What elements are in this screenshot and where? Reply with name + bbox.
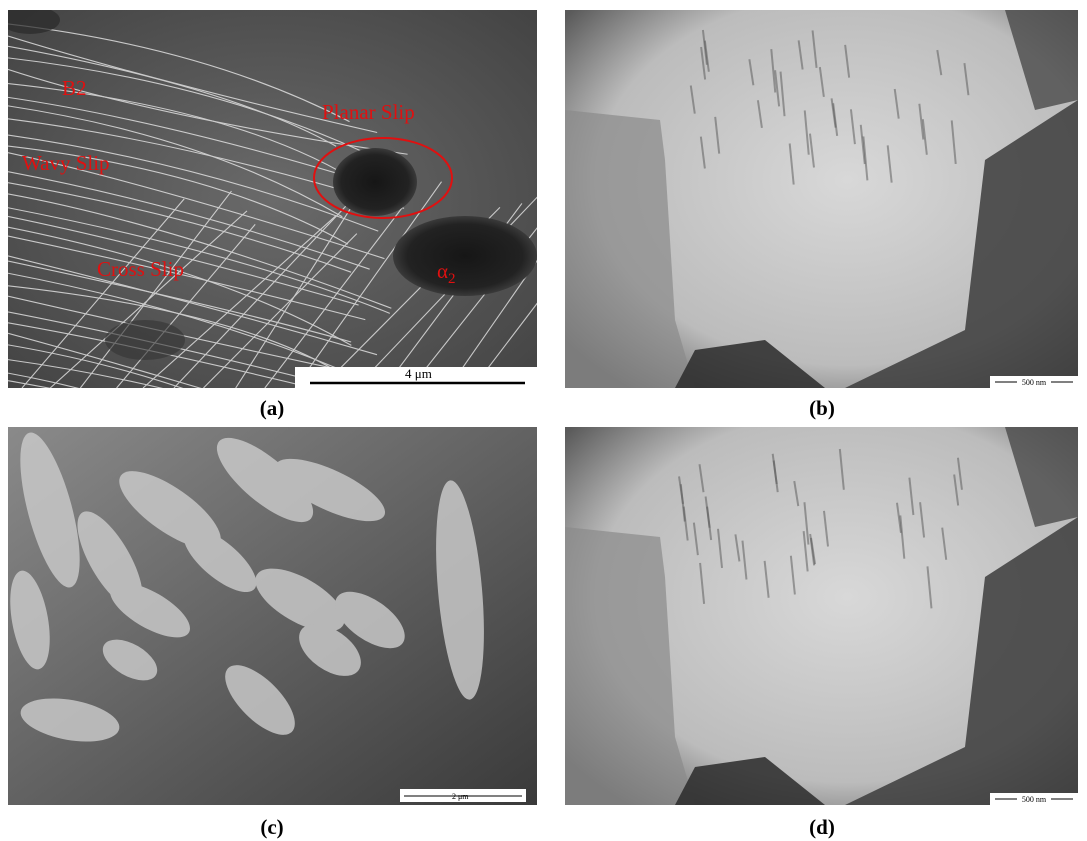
phase-subscript: 2 xyxy=(448,271,456,287)
annotation: Cross Slip xyxy=(97,257,184,281)
dark-phase xyxy=(333,148,417,216)
caption: (a) xyxy=(260,396,285,420)
scale-bar-label: 500 nm xyxy=(1022,795,1047,804)
annotation: B2 xyxy=(62,76,87,100)
caption: (d) xyxy=(809,815,835,839)
scale-bar-label: 500 nm xyxy=(1022,378,1047,387)
annotation: Planar Slip xyxy=(322,100,415,124)
figure: B2 Planar Slip Wavy Slip Cross Slip α2 4… xyxy=(0,0,1087,841)
dark-region xyxy=(105,320,185,360)
phase-symbol: α xyxy=(437,259,448,283)
dark-region xyxy=(0,6,60,34)
scale-bar-label: 4 μm xyxy=(405,366,432,381)
scale-bar-label: 2 μm xyxy=(452,792,469,801)
alpha2-phase xyxy=(393,216,537,296)
panel-c-image: 2 μm xyxy=(4,425,537,805)
panel-b-image: 500 nm xyxy=(565,10,1078,388)
caption: (c) xyxy=(260,815,283,839)
panel-d-image: 500 nm xyxy=(565,427,1078,805)
annotation: Wavy Slip xyxy=(22,151,110,175)
page: {"panels": [ {"caption": "(a)", "annotat… xyxy=(0,0,1087,841)
caption: (b) xyxy=(809,396,835,420)
